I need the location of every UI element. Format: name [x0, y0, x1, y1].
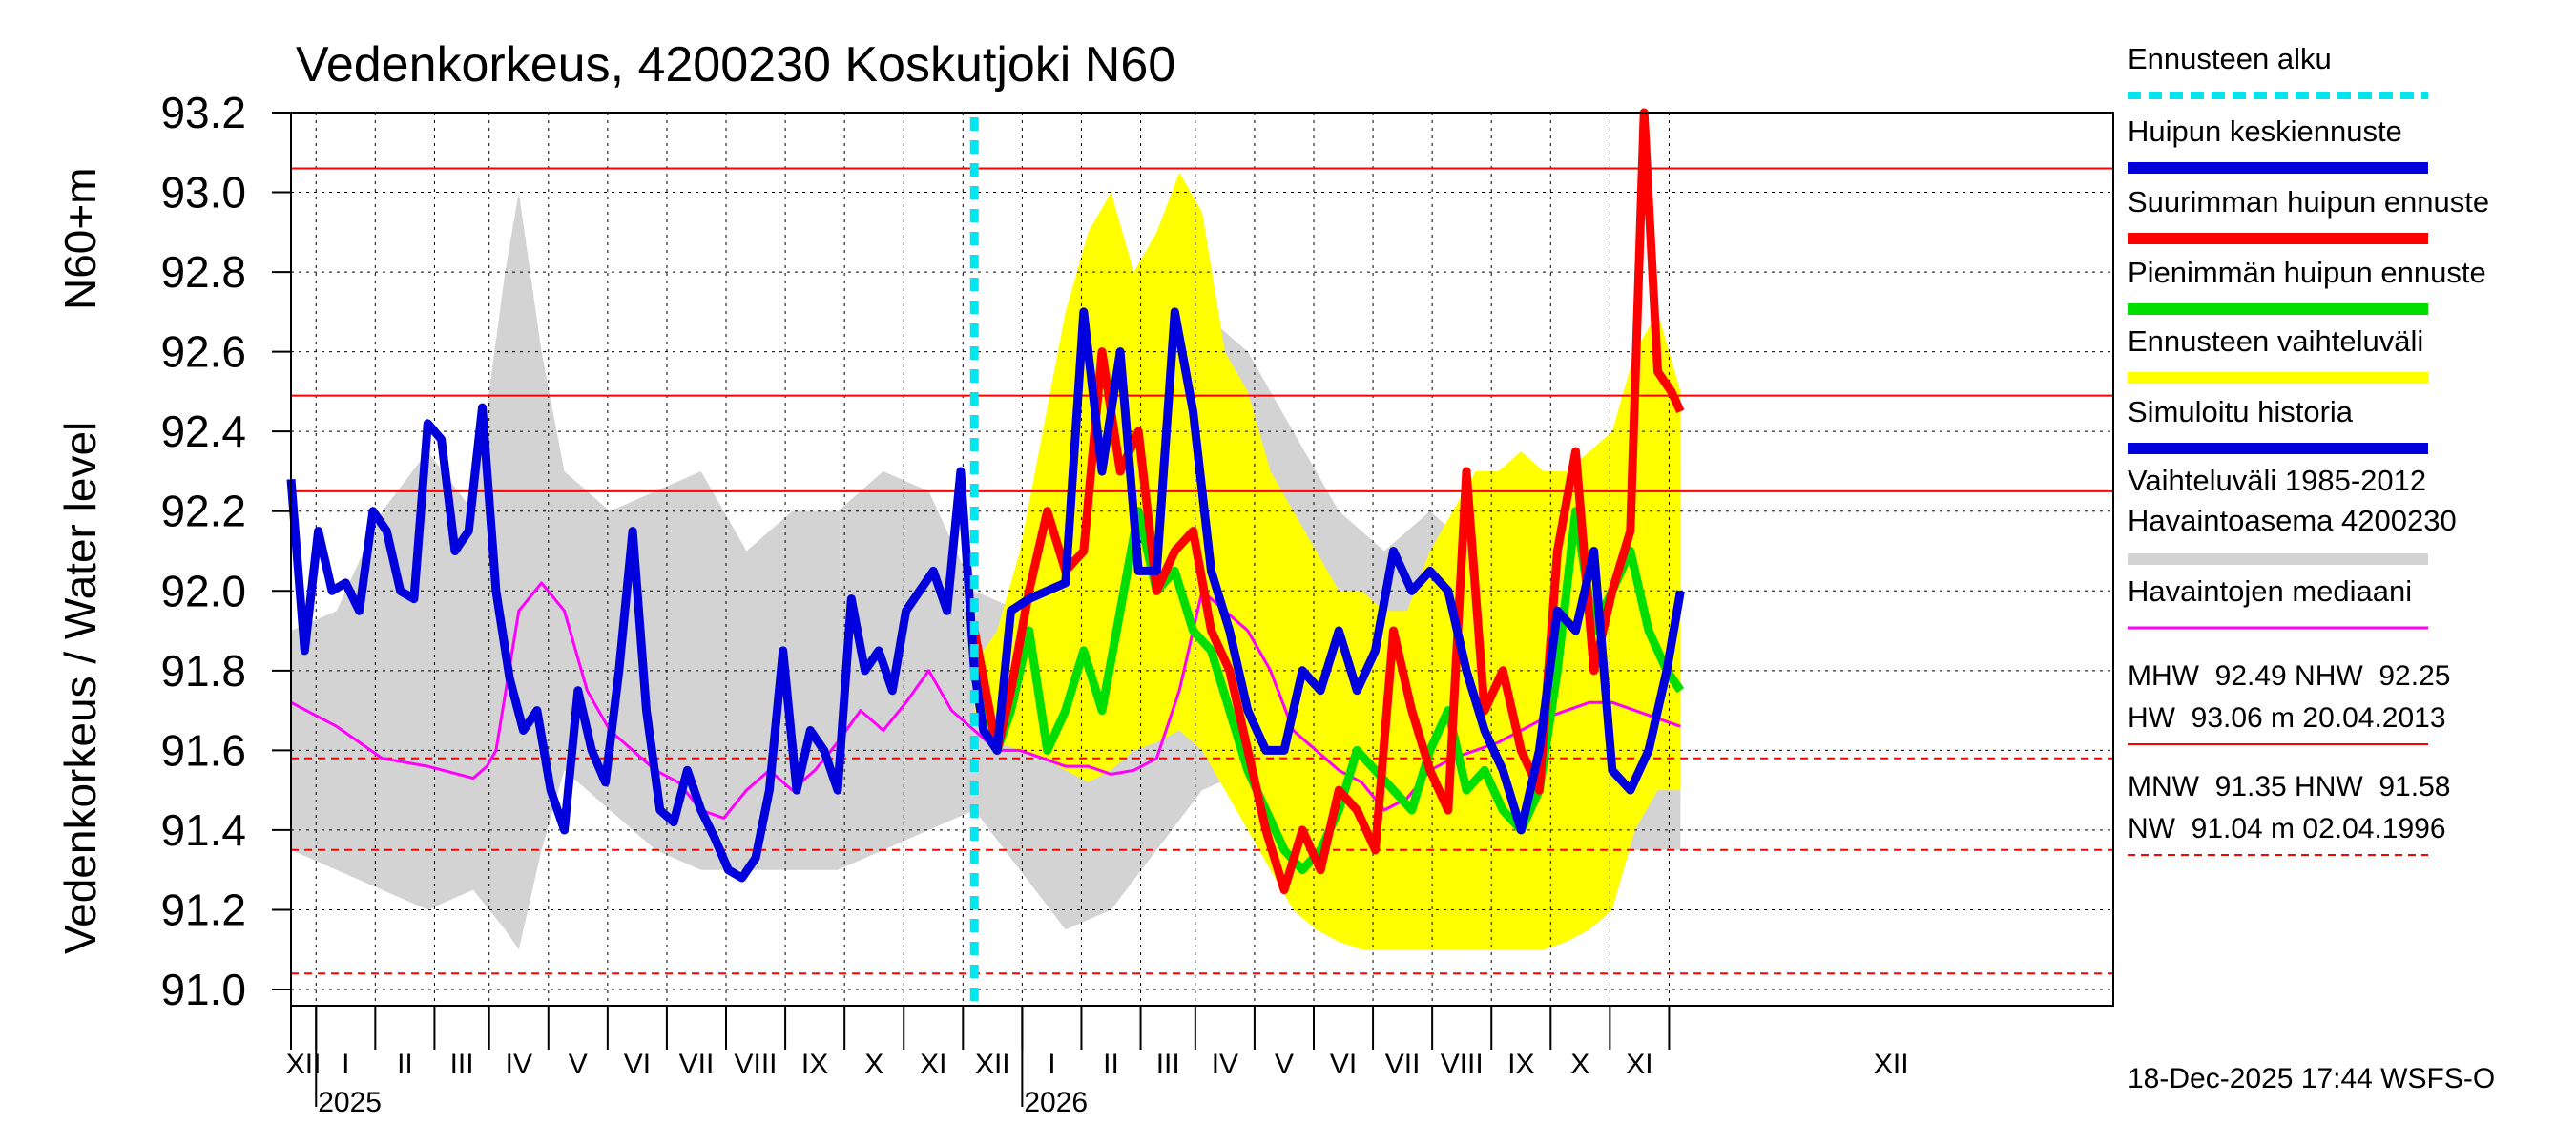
legend-label-1: Huipun keskiennuste	[2128, 114, 2402, 148]
x-month-label-24: XII	[1874, 1049, 1909, 1080]
y-axis-unit: N60+m	[55, 167, 105, 310]
x-month-label-5: V	[569, 1049, 588, 1080]
x-month-label-8: VIII	[734, 1049, 777, 1080]
x-month-label-18: VI	[1330, 1049, 1357, 1080]
x-year-label-1: 2026	[1024, 1087, 1088, 1118]
series-line-3	[286, 307, 1685, 883]
x-month-label-20: VIII	[1441, 1049, 1484, 1080]
stats-line-3: MNW 91.35 HNW 91.58	[2128, 771, 2450, 802]
band-1	[974, 172, 1681, 950]
y-tick-label-2: 91.4	[160, 805, 246, 855]
series-layer	[286, 108, 1685, 895]
x-month-label-21: IX	[1507, 1049, 1534, 1080]
y-tick-label-1: 91.2	[160, 885, 246, 934]
legend-label-4: Ennusteen vaihteluväli	[2128, 324, 2423, 358]
legend-label-2: Suurimman huipun ennuste	[2128, 185, 2489, 219]
x-month-label-19: VII	[1385, 1049, 1421, 1080]
x-month-label-1: I	[342, 1049, 349, 1080]
x-month-label-11: XI	[920, 1049, 946, 1080]
legend-label-6: Vaihteluväli 1985-2012	[2128, 464, 2426, 497]
y-tick-label-10: 93.0	[160, 168, 246, 218]
x-axis: XII I II III IV V VI VII VIII IX X XI XII I II III IV V VI…	[286, 1006, 1909, 1118]
x-year-label-0: 2025	[318, 1087, 382, 1118]
legend-label-5: Simuloitu historia	[2128, 395, 2354, 428]
x-month-label-15: III	[1156, 1049, 1180, 1080]
legend-label-7: Havaintojen mediaani	[2128, 574, 2412, 608]
x-month-label-14: II	[1103, 1049, 1119, 1080]
legend: Ennusteen alku Huipun keskiennuste Suurimm…	[2128, 42, 2489, 630]
y-tick-label-7: 92.4	[160, 406, 246, 456]
stats-line-2: HW 93.06 m 20.04.2013	[2128, 702, 2446, 734]
legend-label-3: Pienimmän huipun ennuste	[2128, 256, 2486, 289]
chart-title: Vedenkorkeus, 4200230 Koskutjoki N60	[296, 37, 1175, 93]
y-tick-label-11: 93.2	[160, 88, 246, 137]
plot-frame	[290, 112, 2114, 1007]
x-month-label-2: II	[397, 1049, 413, 1080]
x-month-label-4: IV	[506, 1049, 532, 1080]
y-tick-label-9: 92.8	[160, 247, 246, 297]
legend-label-0: Ennusteen alku	[2128, 42, 2332, 75]
x-month-label-6: VI	[624, 1049, 651, 1080]
stats-line-1: MHW 92.49 NHW 92.25	[2128, 660, 2450, 692]
x-month-label-10: X	[864, 1049, 883, 1080]
x-month-label-7: VII	[679, 1049, 715, 1080]
y-axis-label: Vedenkorkeus / Water level	[55, 422, 105, 954]
x-month-label-12: XII	[975, 1049, 1010, 1080]
x-month-label-16: IV	[1212, 1049, 1238, 1080]
y-tick-label-3: 91.6	[160, 725, 246, 775]
x-month-label-17: V	[1275, 1049, 1294, 1080]
y-tick-label-5: 92.0	[160, 566, 246, 615]
x-month-label-23: XI	[1626, 1049, 1652, 1080]
stats-line-4: NW 91.04 m 02.04.1996	[2128, 813, 2446, 844]
y-axis: 91.0 91.2 91.4 91.6 91.8 92.0 92.2 92.4 92.6 92.8…	[160, 88, 291, 1014]
x-month-label-13: I	[1048, 1049, 1055, 1080]
x-month-label-9: IX	[801, 1049, 828, 1080]
footer-timestamp: 18-Dec-2025 17:44 WSFS-O	[2128, 1063, 2495, 1094]
bands-layer	[291, 172, 1681, 950]
y-tick-label-4: 91.8	[160, 646, 246, 696]
x-month-label-22: X	[1570, 1049, 1589, 1080]
legend-label2-6: Havaintoasema 4200230	[2128, 504, 2457, 537]
x-month-label-3: III	[450, 1049, 474, 1080]
y-tick-label-6: 92.2	[160, 487, 246, 536]
y-tick-label-8: 92.6	[160, 327, 246, 377]
y-tick-label-0: 91.0	[160, 965, 246, 1014]
